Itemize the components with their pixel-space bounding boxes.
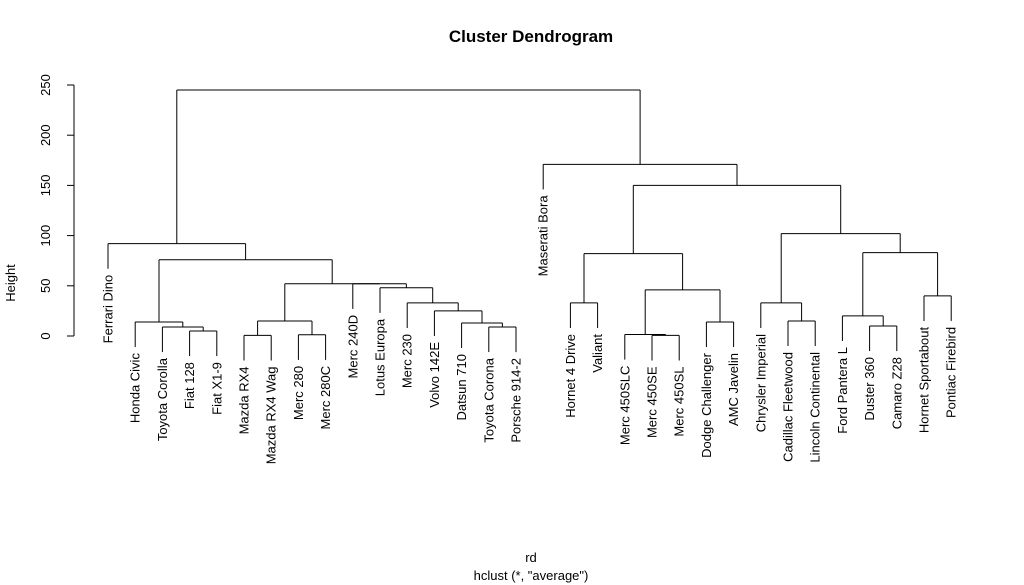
leaf-label: Mazda RX4: [237, 366, 252, 434]
y-tick-label: 0: [38, 332, 53, 339]
leaf-label: Duster 360: [862, 357, 877, 421]
leaf-label: AMC Javelin: [726, 353, 741, 426]
leaf-label: Dodge Challenger: [699, 352, 714, 457]
leaf-label: Fiat X1-9: [209, 362, 224, 415]
y-tick-label: 150: [38, 175, 53, 197]
chart-subtitle: hclust (*, "average"): [474, 568, 589, 583]
leaf-label: Maserati Bora: [536, 195, 551, 277]
leaf-label: Hornet Sportabout: [917, 327, 932, 434]
leaf-label: Merc 450SLC: [617, 366, 632, 445]
x-axis-label: rd: [525, 550, 537, 565]
leaf-label: Lincoln Continental: [808, 352, 823, 463]
leaf-label: Lotus Europa: [373, 318, 388, 396]
leaf-label: Camaro Z28: [889, 357, 904, 429]
leaf-label: Chrysler Imperial: [753, 334, 768, 432]
leaf-label: Merc 280C: [318, 366, 333, 430]
leaf-label: Volvo 142E: [427, 342, 442, 408]
leaf-label: Merc 240D: [345, 315, 360, 379]
leaf-label: Merc 450SE: [645, 366, 660, 438]
leaf-label: Porsche 914-2: [509, 358, 524, 443]
y-tick-label: 250: [38, 74, 53, 96]
y-tick-label: 50: [38, 279, 53, 293]
leaf-labels: Ferrari Dino Honda Civic Toyota Corolla Fia…: [101, 195, 959, 465]
dendrogram-links: [107, 89, 952, 361]
leaf-label: Fiat 128: [182, 362, 197, 409]
leaf-label: Merc 450SL: [672, 366, 687, 436]
y-tick-label: 100: [38, 225, 53, 247]
leaf-label: Toyota Corona: [481, 357, 496, 442]
leaf-label: Ford Pantera L: [835, 347, 850, 434]
leaf-label: Hornet 4 Drive: [563, 334, 578, 418]
leaf-label: Cadillac Fleetwood: [781, 352, 796, 462]
chart-title: Cluster Dendrogram: [449, 27, 613, 46]
leaf-label: Mazda RX4 Wag: [264, 366, 279, 464]
leaf-label: Datsun 710: [454, 354, 469, 421]
y-tick-label: 200: [38, 124, 53, 146]
leaf-label: Ferrari Dino: [101, 275, 116, 344]
leaf-label: Merc 230: [400, 334, 415, 388]
y-axis-label: Height: [3, 264, 18, 302]
leaf-label: Pontiac Firebird: [944, 327, 959, 418]
y-axis: 0 50 100 150 200 250: [38, 74, 75, 340]
leaf-label: Toyota Corolla: [155, 357, 170, 441]
leaf-label: Honda Civic: [128, 353, 143, 424]
leaf-label: Valiant: [590, 334, 605, 373]
leaf-label: Merc 280: [291, 366, 306, 420]
